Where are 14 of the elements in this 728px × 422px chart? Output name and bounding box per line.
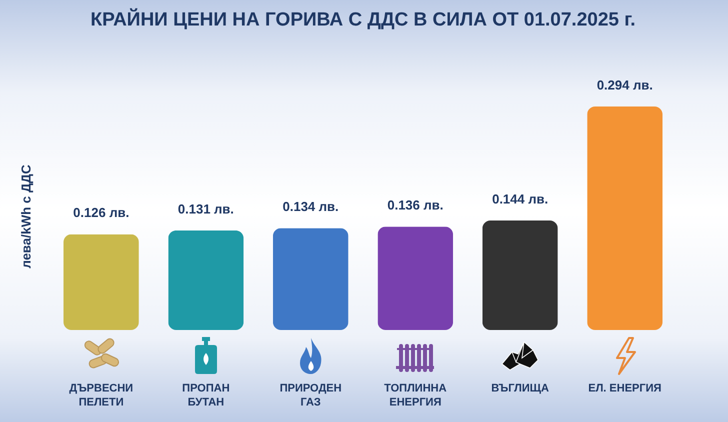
data-label: 0.144 лв.: [492, 192, 548, 207]
x-tick-label: ЕЛ. ЕНЕРГИЯ: [588, 382, 662, 394]
data-label: 0.131 лв.: [178, 201, 234, 216]
x-tick-label: ДЪРВЕСНИ ПЕЛЕТИ: [69, 382, 134, 408]
x-tick-label: ВЪГЛИЩА: [491, 382, 549, 394]
x-tick-label: ТОПЛИННА ЕНЕРГИЯ: [384, 382, 447, 408]
x-tick-label: ПРОПАН БУТАН: [182, 382, 230, 408]
x-tick-label: ПРИРОДЕН ГАЗ: [280, 382, 342, 408]
y-axis-title: лева/kWh с ДДС: [18, 164, 34, 268]
data-label: 0.134 лв.: [282, 199, 339, 214]
data-label: 0.126 лв.: [73, 205, 130, 220]
data-label: 0.294 лв.: [596, 78, 653, 93]
data-label: 0.136 лв.: [387, 198, 444, 213]
chart-title: КРАЙНИ ЦЕНИ НА ГОРИВА С ДДС В СИЛА ОТ 01.07.2025 г.: [90, 8, 636, 31]
